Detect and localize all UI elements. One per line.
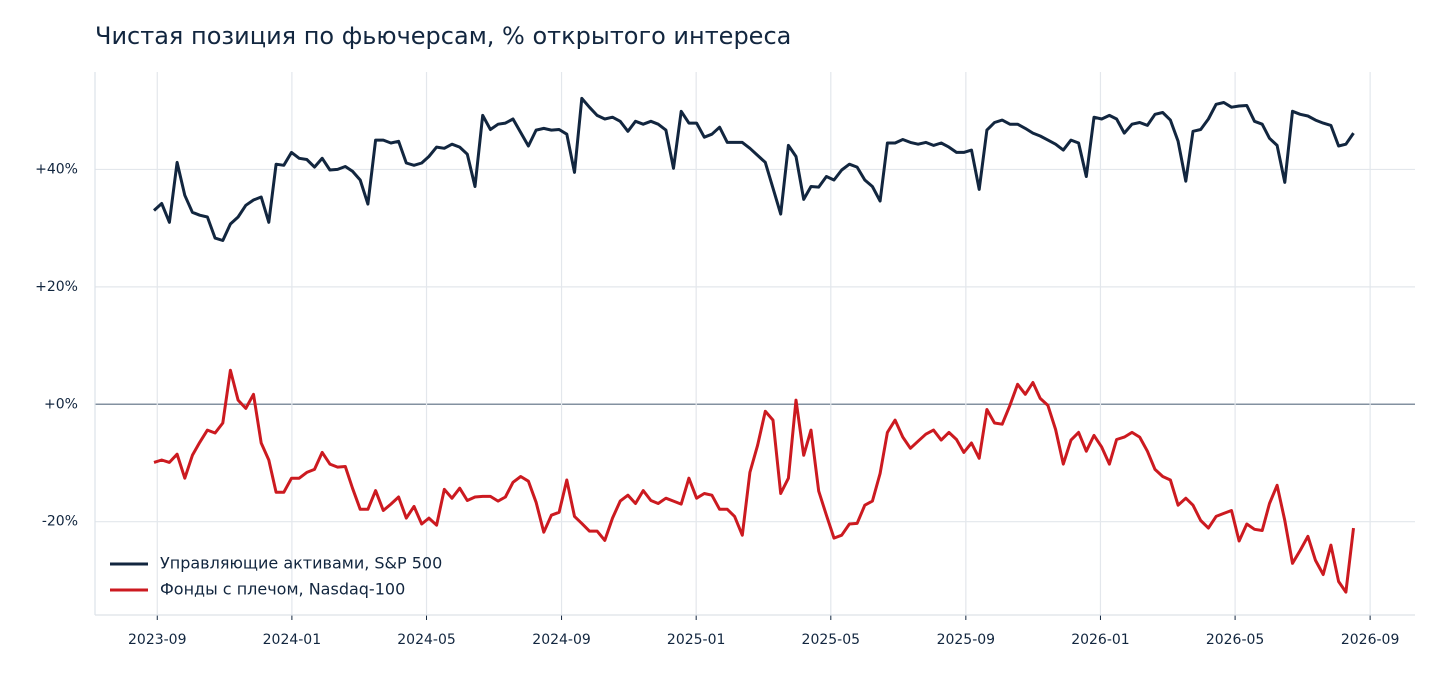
x-tick-label: 2023-09 bbox=[128, 632, 187, 648]
series-line bbox=[152, 96, 1355, 242]
y-tick-label: +40% bbox=[35, 161, 78, 177]
x-tick-label: 2025-01 bbox=[667, 632, 726, 648]
y-tick-label: -20% bbox=[42, 514, 78, 530]
x-tick-label: 2025-05 bbox=[802, 632, 861, 648]
legend-label: Управляющие активами, S&P 500 bbox=[160, 554, 442, 573]
x-tick-label: 2024-01 bbox=[263, 632, 322, 648]
x-tick-label: 2024-05 bbox=[397, 632, 456, 648]
x-tick-label: 2026-01 bbox=[1071, 632, 1130, 648]
y-tick-label: +0% bbox=[44, 396, 78, 412]
x-tick-label: 2025-09 bbox=[937, 632, 996, 648]
y-tick-label: +20% bbox=[35, 279, 78, 295]
x-tick-label: 2026-05 bbox=[1206, 632, 1265, 648]
legend-label: Фонды с плечом, Nasdaq-100 bbox=[160, 580, 405, 599]
x-tick-label: 2026-09 bbox=[1341, 632, 1400, 648]
chart-title: Чистая позиция по фьючерсам, % открытого… bbox=[95, 22, 791, 50]
series-line bbox=[153, 368, 1355, 594]
x-tick-label: 2024-09 bbox=[532, 632, 591, 648]
